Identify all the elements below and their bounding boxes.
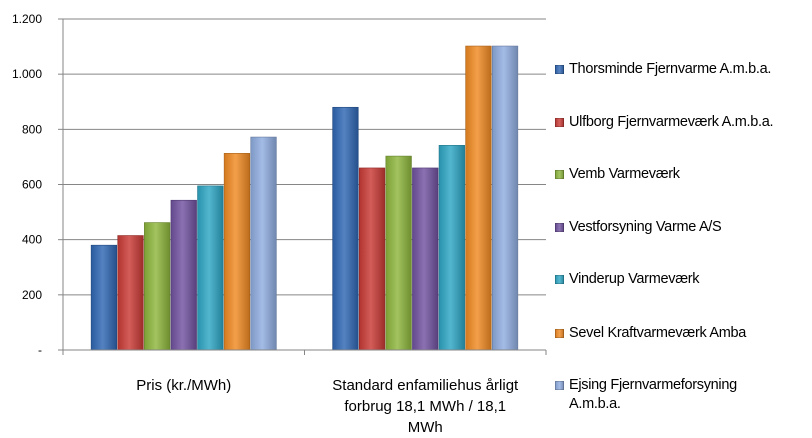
bar-1-6	[223, 153, 251, 351]
legend-item: Vestforsyning Varme A/S	[555, 218, 722, 237]
bar-2-5	[438, 145, 465, 351]
y-tick-label: 1.000	[12, 67, 42, 81]
bar-2-2	[358, 167, 386, 351]
legend-label: Sevel Kraftvarmeværk Amba	[569, 325, 747, 341]
bar-1-2	[117, 235, 144, 351]
axes	[62, 19, 547, 355]
legend-label: Ulfborg Fjernvarmeværk A.m.b.a.	[569, 114, 774, 130]
legend-swatch	[555, 329, 564, 338]
legend-swatch	[555, 381, 564, 390]
bar-1-1	[90, 244, 118, 351]
x-category-label: Standard enfamiliehus årligt forbrug 18,1…	[332, 377, 519, 436]
legend-label: Vemb Varmeværk	[569, 166, 680, 182]
bars	[90, 45, 519, 351]
legend-label: Vinderup Varmeværk	[569, 271, 700, 287]
legend-item: Sevel Kraftvarmeværk Amba	[555, 324, 746, 343]
legend-item: Vinderup Varmeværk	[555, 270, 700, 289]
bar-1-4	[170, 199, 197, 351]
legend-swatch	[555, 118, 564, 127]
y-tick-label: 200	[22, 288, 42, 302]
legend-swatch	[555, 223, 564, 232]
bar-2-4	[412, 167, 439, 351]
legend-item: Vemb Varmeværk	[555, 165, 680, 184]
legend-item: Ejsing Fjernvarmeforsyning A.m.b.a.	[555, 376, 737, 414]
bar-1-5	[197, 185, 224, 351]
y-tick-label: 800	[22, 122, 42, 136]
legend-label: Ejsing Fjernvarmeforsyning A.m.b.a.	[569, 377, 737, 412]
y-tick-label: 600	[22, 178, 42, 192]
bar-1-7	[250, 136, 277, 351]
legend-swatch	[555, 275, 564, 284]
bar-2-3	[385, 155, 412, 351]
legend-item: Thorsminde Fjernvarme A.m.b.a.	[555, 60, 771, 79]
x-category-label: Pris (kr./MWh)	[136, 377, 231, 394]
bar-2-6	[465, 45, 492, 351]
bar-1-3	[144, 222, 171, 351]
bar-2-1	[332, 106, 359, 351]
legend-swatch	[555, 65, 564, 74]
legend-label: Vestforsyning Varme A/S	[569, 219, 722, 235]
y-tick-label: 400	[22, 233, 42, 247]
legend-item: Ulfborg Fjernvarmeværk A.m.b.a.	[555, 113, 774, 132]
legend-swatch	[555, 170, 564, 179]
bar-2-7	[491, 45, 519, 351]
x-axis-category-labels: Pris (kr./MWh) Standard enfamiliehus årli…	[136, 377, 519, 436]
y-axis-ticks: - 200 400 600 800 1.000 1.200	[12, 12, 63, 357]
legend-label: Thorsminde Fjernvarme A.m.b.a.	[569, 61, 772, 77]
y-tick-label: -	[38, 343, 42, 357]
y-tick-label: 1.200	[12, 12, 42, 26]
